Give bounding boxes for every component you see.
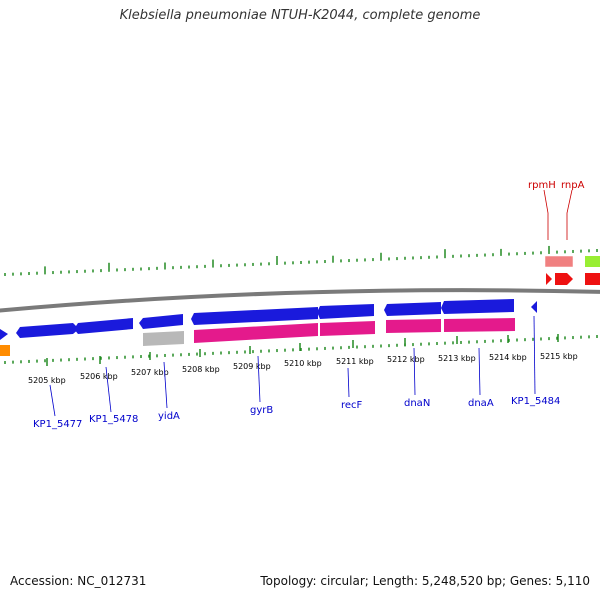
leader-gyrB bbox=[257, 355, 261, 403]
gene-arrow-KP1_5477 bbox=[16, 323, 79, 338]
leader-dnaA bbox=[478, 347, 481, 396]
gc-skew-track-upper bbox=[4, 245, 598, 276]
tick-label-5205: 5205 kbp bbox=[28, 376, 66, 385]
tick-label-5213: 5213 kbp bbox=[438, 354, 476, 363]
gene-label-KP1_5484: KP1_5484 bbox=[511, 396, 560, 407]
scale-ticks bbox=[46, 334, 559, 366]
tick-label-5211: 5211 kbp bbox=[336, 357, 374, 366]
tick-label-5212: 5212 kbp bbox=[387, 355, 425, 364]
tick-label-5206: 5206 kbp bbox=[80, 372, 118, 381]
gene-arrow-gyrB bbox=[191, 307, 318, 325]
tick-label-5207: 5207 kbp bbox=[131, 368, 169, 377]
gene-label-rpmH: rpmH bbox=[528, 180, 556, 191]
gene-label-recF: recF bbox=[341, 400, 363, 411]
genome-backbone bbox=[0, 288, 600, 313]
rpmH-leader-line bbox=[543, 189, 549, 240]
blue-gene-edge bbox=[0, 329, 8, 340]
map-title: Klebsiella pneumoniae NTUH-K2044, comple… bbox=[119, 8, 481, 23]
gene-arrow-dnaN bbox=[384, 302, 441, 316]
genome-summary-text: Topology: circular; Length: 5,248,520 bp… bbox=[260, 574, 590, 588]
pink-feature-dnaA bbox=[444, 318, 515, 332]
leader-KP1_5477 bbox=[49, 384, 56, 417]
red-gene-edge bbox=[585, 273, 600, 285]
tick-label-5210: 5210 kbp bbox=[284, 359, 322, 368]
accession-text: Accession: NC_012731 bbox=[10, 574, 147, 588]
tick-label-5209: 5209 kbp bbox=[233, 362, 271, 371]
gc-skew-track-lower bbox=[4, 335, 598, 364]
gene-arrow-yidA bbox=[139, 314, 183, 329]
pink-feature-recF bbox=[320, 321, 375, 336]
gene-label-dnaN: dnaN bbox=[404, 398, 430, 409]
rnpA-leader-line bbox=[566, 189, 573, 240]
pink-feature-gyrB bbox=[194, 323, 318, 343]
gene-label-KP1_5478: KP1_5478 bbox=[89, 414, 138, 425]
tick-label-5214: 5214 kbp bbox=[489, 353, 527, 362]
red-gene-arrow bbox=[555, 273, 573, 285]
leader-yidA bbox=[163, 361, 168, 409]
orange-feature bbox=[0, 345, 10, 356]
pink-feature-dnaN bbox=[386, 319, 441, 333]
red-gene-arrow-small bbox=[546, 273, 552, 285]
leader-recF bbox=[347, 367, 350, 398]
gene-arrow-KP1_5484 bbox=[531, 301, 537, 313]
salmon-feature bbox=[544, 255, 574, 268]
gene-arrow-dnaA bbox=[441, 299, 514, 314]
gene-label-rnpA: rnpA bbox=[561, 180, 585, 191]
gene-label-KP1_5477: KP1_5477 bbox=[33, 419, 82, 430]
gene-label-gyrB: gyrB bbox=[250, 405, 273, 416]
tick-label-5215: 5215 kbp bbox=[540, 352, 578, 361]
leader-KP1_5484 bbox=[533, 315, 536, 395]
green-feature bbox=[585, 256, 600, 267]
gene-label-dnaA: dnaA bbox=[468, 398, 494, 409]
leader-dnaN bbox=[413, 347, 416, 396]
gene-arrow-KP1_5478 bbox=[74, 318, 133, 334]
gene-arrow-recF bbox=[317, 304, 374, 319]
leader-KP1_5478 bbox=[105, 366, 112, 413]
tick-label-5208: 5208 kbp bbox=[182, 365, 220, 374]
grey-feature bbox=[143, 331, 184, 346]
gene-label-yidA: yidA bbox=[158, 411, 180, 422]
